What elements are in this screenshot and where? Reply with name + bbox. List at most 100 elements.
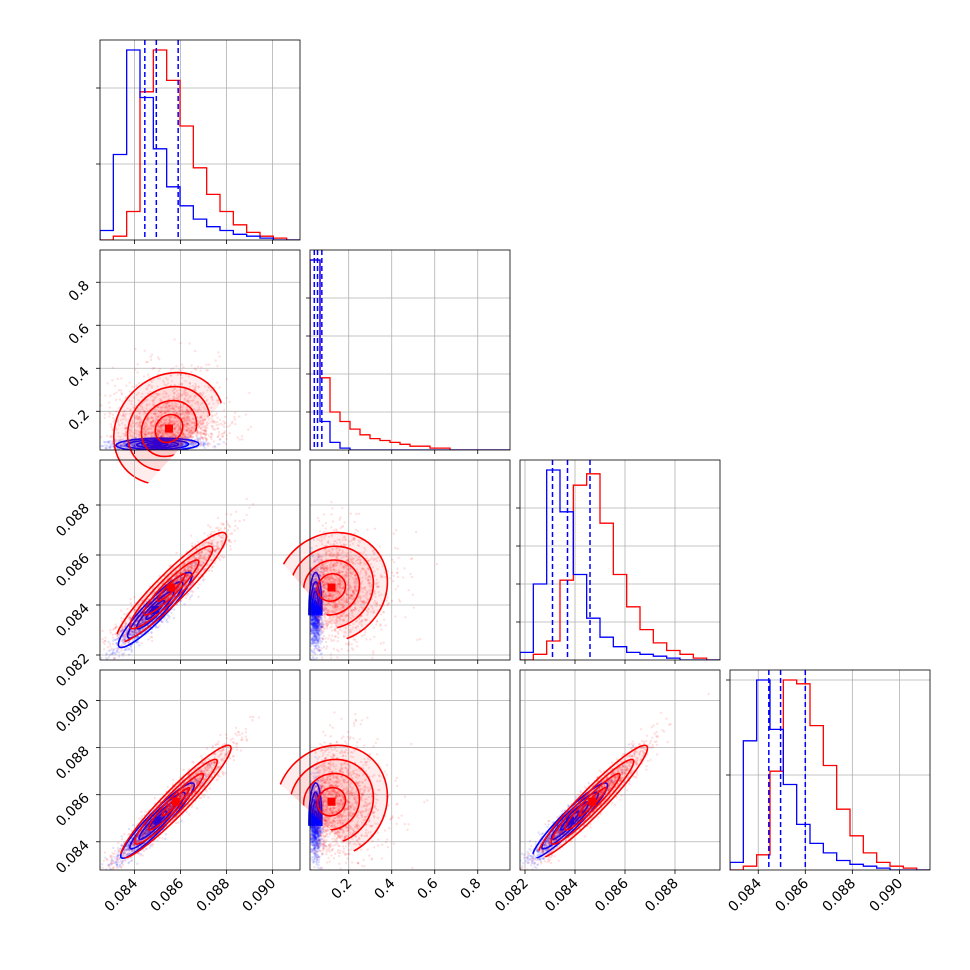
scatter-point-blue — [116, 444, 120, 447]
scatter-point-red — [134, 347, 137, 351]
y-tick-label: 0.4 — [66, 364, 93, 391]
scatter-point-red — [167, 617, 170, 620]
scatter-point-blue — [190, 594, 194, 597]
scatter-point-blue — [204, 440, 208, 443]
scatter-point-blue — [123, 445, 127, 448]
scatter-point-red — [205, 422, 209, 425]
scatter-point-red — [120, 442, 123, 445]
scatter-point-blue — [180, 442, 184, 446]
scatter-point-red — [162, 412, 165, 415]
panel-frame — [99, 39, 301, 241]
scatter-point-blue — [117, 439, 120, 442]
scatter-point-red — [188, 382, 192, 385]
scatter-point-red — [89, 424, 91, 426]
scatter-point-red — [199, 444, 202, 447]
scatter-point-red — [175, 394, 179, 397]
scatter-point-blue — [123, 441, 127, 445]
scatter-point-red — [166, 405, 169, 408]
scatter-point-blue — [172, 616, 176, 620]
scatter-point-red — [171, 367, 175, 370]
scatter-point-red — [160, 399, 163, 403]
scatter-point-blue — [104, 447, 107, 450]
scatter-point-red — [185, 428, 188, 432]
scatter-point-red — [189, 435, 192, 438]
scatter-point-red — [96, 385, 98, 387]
scatter-point-blue — [107, 441, 111, 444]
scatter-point-blue — [180, 442, 183, 446]
scatter-point-blue — [218, 438, 221, 441]
scatter-point-red — [218, 556, 221, 559]
scatter-point-red — [216, 435, 219, 439]
scatter-point-blue — [147, 638, 150, 641]
scatter-point-red — [182, 365, 185, 369]
scatter-point-red — [148, 376, 151, 379]
scatter-point-red — [199, 369, 202, 372]
scatter-point-blue — [134, 445, 137, 448]
scatter-point-red — [225, 396, 228, 400]
scatter-point-blue — [192, 443, 195, 446]
scatter-point-red — [157, 369, 161, 373]
scatter-point-blue — [191, 441, 194, 445]
scatter-point-blue — [189, 441, 193, 445]
scatter-point-red — [176, 424, 179, 427]
scatter-point-blue — [124, 442, 127, 445]
scatter-point-red — [143, 349, 146, 352]
scatter-point-blue — [171, 442, 174, 445]
scatter-point-red — [114, 398, 118, 402]
scatter-point-blue — [191, 442, 194, 445]
scatter-point-blue — [218, 442, 221, 446]
scatter-point-red — [217, 430, 221, 434]
scatter-point-red — [111, 428, 114, 431]
scatter-point-red — [93, 657, 95, 659]
scatter-point-red — [120, 392, 123, 395]
scatter-point-red — [135, 383, 139, 387]
scatter-point-blue — [141, 443, 144, 446]
scatter-point-blue — [205, 443, 209, 446]
scatter-point-blue — [92, 444, 94, 446]
scatter-point-red — [221, 435, 224, 438]
scatter-point-red — [222, 425, 226, 429]
scatter-point-blue — [124, 446, 128, 449]
scatter-point-red — [158, 429, 161, 432]
scatter-point-blue — [171, 442, 174, 446]
scatter-point-red — [210, 417, 213, 420]
scatter-point-red — [175, 412, 178, 416]
scatter-point-blue — [110, 442, 113, 445]
scatter-point-blue — [104, 446, 108, 450]
scatter-point-blue — [178, 441, 181, 444]
scatter-point-blue — [201, 440, 205, 444]
scatter-point-red — [173, 416, 176, 420]
scatter-point-blue — [101, 444, 104, 448]
scatter-point-red — [109, 435, 113, 439]
scatter-point-red — [205, 369, 208, 372]
scatter-point-blue — [168, 443, 171, 447]
scatter-point-red — [207, 385, 210, 388]
scatter-point-blue — [129, 647, 133, 651]
scatter-point-blue — [107, 440, 110, 443]
scatter-point-blue — [131, 443, 135, 447]
scatter-point-blue — [133, 444, 136, 447]
scatter-point-red — [233, 519, 237, 522]
scatter-point-red — [179, 405, 182, 409]
scatter-point-blue — [118, 651, 121, 654]
scatter-point-red — [110, 647, 113, 651]
scatter-point-red — [190, 370, 193, 374]
scatter-point-blue — [202, 442, 206, 446]
scatter-point-blue — [198, 437, 201, 441]
scatter-point-red — [215, 423, 218, 427]
scatter-point-blue — [116, 444, 120, 447]
scatter-point-red — [194, 382, 197, 386]
density-peak-red — [164, 424, 173, 433]
scatter-point-red — [107, 401, 111, 404]
scatter-point-blue — [130, 444, 134, 448]
scatter-point-red — [178, 427, 181, 431]
scatter-point-blue — [173, 435, 177, 439]
scatter-point-red — [111, 366, 114, 370]
scatter-point-blue — [193, 442, 197, 445]
scatter-point-blue — [122, 442, 125, 446]
scatter-point-red — [129, 601, 132, 605]
scatter-point-blue — [182, 443, 185, 447]
scatter-point-red — [211, 424, 215, 428]
scatter-point-red — [182, 390, 185, 393]
scatter-point-red — [117, 406, 121, 410]
